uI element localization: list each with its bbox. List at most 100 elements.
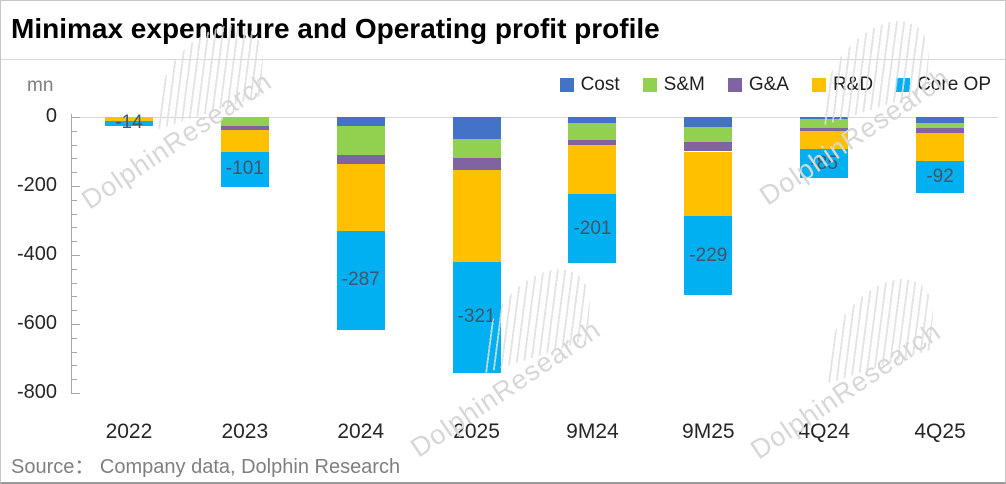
bar-segment-core-op [220, 151, 269, 187]
legend-swatch-icon [559, 78, 574, 92]
data-label: -14 [115, 112, 143, 134]
zero-gridline [71, 117, 998, 118]
bar-segment-g-a [800, 128, 849, 132]
y-axis-minor-tick [71, 227, 77, 229]
legend-item: Cost [559, 74, 620, 96]
data-label: -287 [341, 269, 380, 291]
bar-segment-cost [568, 117, 617, 124]
bar-segment-g-a [684, 142, 733, 152]
x-axis-category-label: 9M25 [682, 420, 735, 443]
watermark-hatch-icon [825, 266, 937, 384]
legend-swatch-icon [642, 78, 657, 92]
legend-item-label: S&M [663, 74, 705, 95]
y-axis-minor-tick [71, 337, 77, 339]
bar-segment-s-m [916, 123, 965, 129]
legend: Cost S&M G&A R&D Core OP [559, 74, 991, 96]
bar-segment-g-a [916, 128, 965, 134]
bar-segment-s-m [684, 127, 733, 143]
x-axis-category-label: 4Q25 [914, 420, 966, 443]
y-axis-tick-label: -400 [16, 243, 57, 265]
y-axis-minor-tick [71, 379, 77, 381]
y-axis-minor-tick [71, 351, 77, 353]
legend-item: Core OP [896, 74, 991, 96]
legend-item-label: R&D [832, 74, 874, 95]
data-label: -101 [225, 158, 264, 180]
x-axis-category-label: 4Q24 [798, 420, 850, 443]
bar-segment-s-m [800, 118, 849, 129]
y-axis-major-tick [71, 393, 80, 394]
data-label: -321 [457, 306, 496, 328]
y-axis-major-tick [71, 324, 80, 325]
bar-segment-r-d [568, 144, 617, 194]
bar-segment-g-a [452, 158, 501, 171]
bar-segment-r-d [452, 170, 501, 262]
y-axis-tick-label: 0 [45, 105, 57, 127]
legend-item-label: G&A [748, 74, 789, 95]
y-axis-minor-tick [71, 172, 77, 174]
legend-item-label: Core OP [917, 74, 991, 95]
y-axis-minor-tick [71, 144, 77, 146]
y-axis-minor-tick [71, 282, 77, 284]
legend-swatch-icon [727, 78, 742, 92]
bar-segment-r-d [684, 151, 733, 217]
y-axis-minor-tick [71, 296, 77, 298]
x-axis-category-label: 2025 [453, 420, 500, 443]
y-axis-minor-tick [71, 199, 77, 201]
bar-segment-cost [452, 117, 501, 140]
y-axis-major-tick [71, 117, 80, 118]
bar-segment-core-op [916, 161, 965, 193]
data-label: -201 [573, 217, 612, 239]
bar-segment-r-d [800, 131, 849, 150]
bar-segment-core-op [104, 120, 153, 126]
y-axis-minor-tick [71, 213, 77, 215]
bar-segment-cost [684, 117, 733, 128]
bar-segment-core-op [684, 216, 733, 296]
bar-segment-r-d [336, 163, 385, 231]
y-axis-minor-tick [71, 241, 77, 243]
data-label: -85 [810, 152, 838, 174]
watermark-hatch-icon [821, 8, 933, 126]
legend-item: R&D [811, 74, 874, 96]
y-axis-minor-tick [71, 365, 77, 367]
data-label: -229 [689, 244, 728, 266]
bar-segment-r-d [104, 117, 153, 121]
y-axis-tick-label: -600 [16, 312, 57, 334]
bar-segment-s-m [452, 139, 501, 159]
y-axis-minor-tick [71, 268, 77, 270]
y-axis-unit-label: mn [27, 75, 54, 96]
bar-segment-g-a [568, 139, 617, 145]
data-label: -92 [926, 166, 954, 188]
x-axis-category-label: 9M24 [566, 420, 619, 443]
bar-segment-core-op [336, 230, 385, 330]
bar-segment-core-op [800, 149, 849, 179]
bar-segment-cost [336, 117, 385, 126]
legend-swatch-icon [896, 78, 911, 92]
legend-swatch-icon [811, 78, 826, 92]
y-axis-minor-tick [71, 130, 77, 132]
source-note: Source： Company data, Dolphin Research [11, 456, 401, 478]
bar-segment-s-m [336, 125, 385, 155]
x-axis-category-label: 2022 [105, 420, 153, 443]
bar-segment-g-a [336, 154, 385, 164]
bar-segment-s-m [220, 117, 269, 127]
bar-segment-s-m [568, 123, 617, 140]
x-axis-category-label: 2023 [221, 420, 269, 443]
y-axis-line [71, 114, 72, 394]
legend-item: G&A [727, 74, 789, 96]
bar-segment-r-d [916, 133, 965, 162]
y-axis-major-tick [71, 186, 80, 187]
x-axis-category-label: 2024 [337, 420, 385, 443]
y-axis-tick-label: -200 [16, 174, 57, 196]
y-axis-minor-tick [71, 310, 77, 312]
y-axis-minor-tick [71, 158, 77, 160]
title-divider [1, 59, 1005, 60]
legend-item-label: Cost [580, 74, 620, 95]
y-axis-major-tick [71, 255, 80, 256]
chart-title: Minimax expenditure and Operating profit… [11, 13, 660, 44]
bar-segment-r-d [220, 129, 269, 152]
bar-segment-cost [916, 117, 965, 124]
legend-item: S&M [642, 74, 705, 96]
bar-segment-core-op [568, 193, 617, 264]
y-axis-tick-label: -800 [16, 381, 57, 403]
